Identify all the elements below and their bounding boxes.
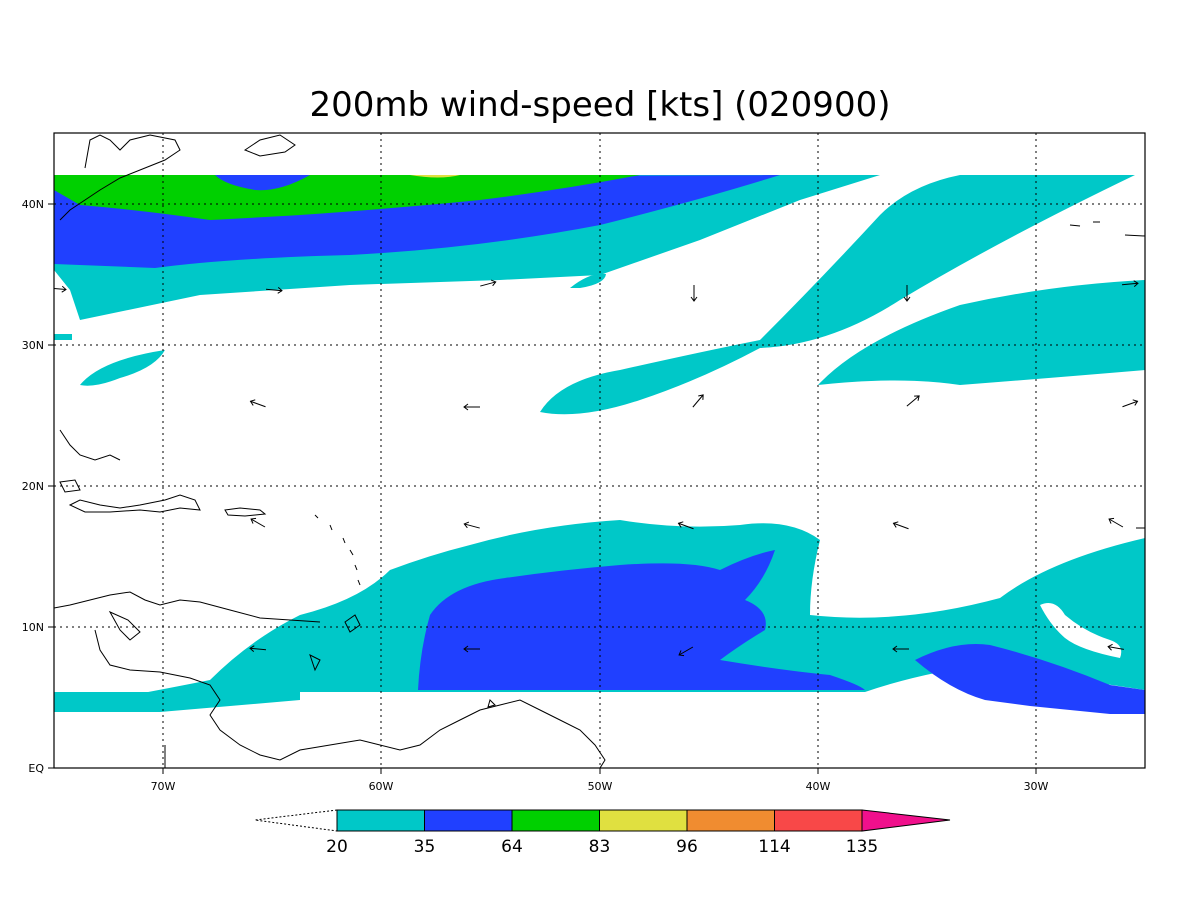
wind-arrow [463,645,480,653]
wind-region-20-35-patch [570,273,606,288]
wind-arrow [692,394,704,408]
wind-region-20-35-west-patch [80,350,165,386]
colorbar-label: 83 [589,837,611,857]
map-title: 200mb wind-speed [kts] (020900) [310,85,891,125]
wind-arrow [1122,399,1139,408]
wind-region-35-64-notch [215,175,310,191]
wind-region-20-35-diagonal-jet [540,175,1135,415]
y-axis-labels: EQ 10N 20N 30N 40N [22,198,45,775]
colorbar-swatch-35 [424,809,513,832]
wind-region-20-35-south-step [54,692,300,712]
colorbar-swatch-20 [336,809,425,832]
wind-arrow [480,279,497,287]
colorbar-label: 35 [414,837,436,857]
wind-arrow [250,517,266,528]
y-tick-label: 10N [22,621,44,634]
x-tick-label: 40W [806,780,831,793]
colorbar-swatch-83 [599,809,688,832]
colorbar: 20 35 64 83 96 114 135 [254,809,951,857]
calm-area-cutout [1040,602,1122,658]
colorbar-label: 64 [501,837,523,857]
x-tick-label: 30W [1024,780,1049,793]
colorbar-swatch-135 [861,809,951,832]
colorbar-swatch-96 [686,809,775,832]
wind-arrow [690,285,698,302]
x-tick-label: 70W [151,780,176,793]
wind-arrow [892,645,909,653]
wind-region-83-96 [410,175,460,178]
wind-arrow [892,521,909,530]
wind-arrow [265,286,283,294]
y-tick-label: 30N [22,339,44,352]
wind-region-35-64-south [418,550,865,690]
wind-arrow [463,521,480,529]
wind-arrow [906,395,920,407]
tick-marks [48,203,1037,774]
colorbar-label: 20 [326,837,348,857]
wind-arrow [903,285,911,302]
wind-region-64-83 [54,175,640,220]
colorbar-label: 96 [676,837,698,857]
wind-vectors [53,279,1139,657]
wind-region-35-64-southeast [915,644,1145,714]
wind-region-20-35-edge [54,334,72,340]
island-chain [314,221,1145,586]
wind-arrow [463,403,480,411]
colorbar-swatch-64 [511,809,600,832]
wind-arrow [249,399,266,408]
grid [54,133,1145,768]
wind-arrow [249,645,267,653]
wind-arrow [1108,517,1124,528]
y-tick-label: EQ [28,762,44,775]
wind-arrow [1121,280,1139,288]
wind-arrow [53,285,67,293]
x-tick-label: 50W [588,780,613,793]
colorbar-label: 114 [758,837,790,857]
coastlines [54,134,606,768]
wind-field [54,134,1145,768]
wind-region-20-35-east [818,280,1145,385]
colorbar-low-end [254,809,338,832]
x-tick-label: 60W [369,780,394,793]
y-tick-label: 20N [22,480,44,493]
colorbar-swatch-114 [774,809,863,832]
colorbar-label: 135 [846,837,878,857]
x-axis-labels: 70W 60W 50W 40W 30W [151,780,1049,793]
y-tick-label: 40N [22,198,44,211]
wind-arrow [678,646,694,657]
wind-arrow [1107,643,1124,651]
wind-arrow [677,521,694,530]
